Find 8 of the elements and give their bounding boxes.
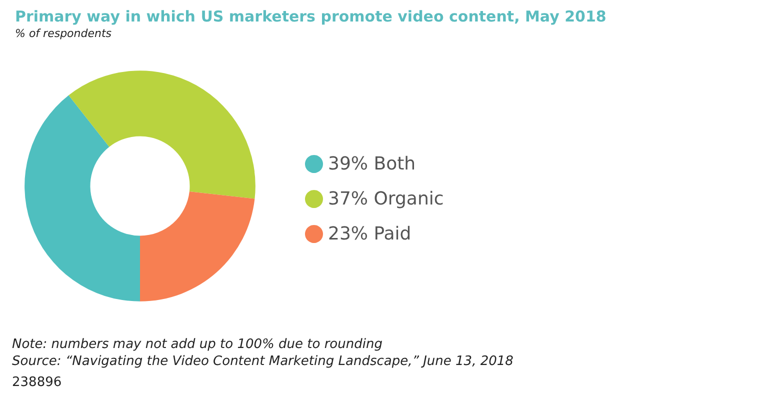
chart-title: Primary way in which US marketers promote video content, May 2018 xyxy=(15,8,606,26)
source-note: Source: “Navigating the Video Content Marketing Landscape,” June 13, 2018 xyxy=(12,354,514,369)
chart-subtitle: % of respondents xyxy=(15,27,112,40)
legend-label: 37% Organic xyxy=(328,188,444,210)
text: Note: numbers may not add up to 100% due to rounding xyxy=(12,337,382,352)
legend-label: 23% Paid xyxy=(328,224,412,244)
legend-label: 39% Both xyxy=(328,154,416,174)
text: 238896 xyxy=(12,375,62,390)
